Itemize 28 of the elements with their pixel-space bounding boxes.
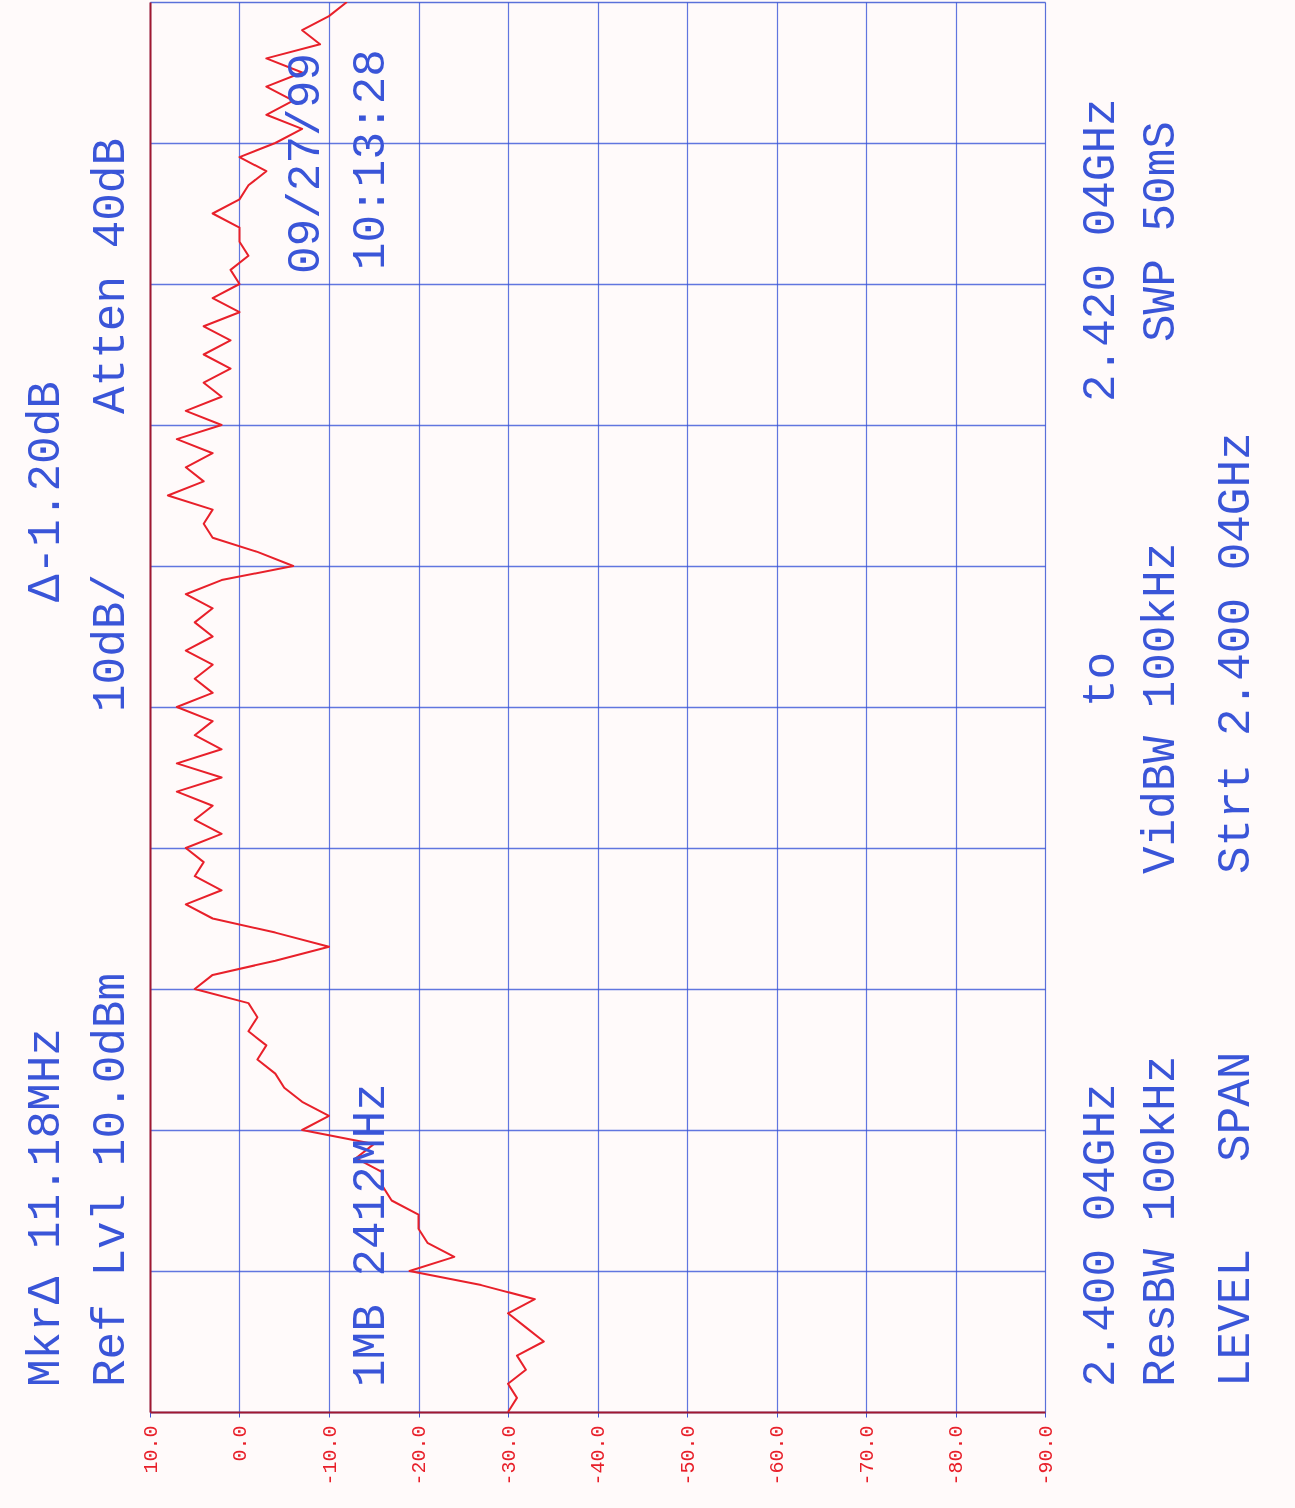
x-tick-label: -40.0 bbox=[587, 1425, 610, 1486]
x-tick-label: -10.0 bbox=[318, 1425, 342, 1486]
text: SPAN bbox=[1211, 1051, 1263, 1162]
annotation: 10:13:28 bbox=[346, 49, 398, 270]
x-tick-label: -30.0 bbox=[497, 1425, 521, 1486]
x-tick-label: -50.0 bbox=[676, 1425, 700, 1486]
text: to bbox=[1076, 651, 1128, 707]
text: LEVEL bbox=[1211, 1248, 1263, 1387]
text: 2.420 04GHz bbox=[1076, 98, 1128, 402]
annotation: 1MB 2412MHz bbox=[346, 1083, 398, 1387]
text: Strt 2.400 04GHz bbox=[1211, 432, 1263, 874]
text: Ref Lvl 10.0dBm bbox=[86, 972, 138, 1387]
x-tick-label: -80.0 bbox=[945, 1425, 968, 1486]
text: 10dB/ bbox=[86, 573, 138, 712]
x-tick-label: -20.0 bbox=[408, 1425, 431, 1486]
x-tick-label: -60.0 bbox=[766, 1425, 789, 1486]
x-tick-label: -90.0 bbox=[1034, 1425, 1058, 1486]
text: Δ-1.20dB bbox=[21, 381, 73, 602]
text: Atten 40dB bbox=[86, 137, 138, 414]
text: VidBW 100kHz bbox=[1136, 542, 1188, 874]
text: MkrΔ 11.18MHz bbox=[21, 1028, 73, 1387]
text: SWP 50mS bbox=[1136, 121, 1188, 342]
text: ResBW 100kHz bbox=[1136, 1055, 1188, 1387]
x-tick-label: 0.0 bbox=[229, 1425, 252, 1462]
text: 2.400 04GHz bbox=[1076, 1083, 1128, 1387]
x-tick-label: -70.0 bbox=[855, 1425, 879, 1486]
x-tick-label: 10.0 bbox=[139, 1425, 163, 1474]
annotation: 09/27/99 bbox=[281, 53, 333, 274]
